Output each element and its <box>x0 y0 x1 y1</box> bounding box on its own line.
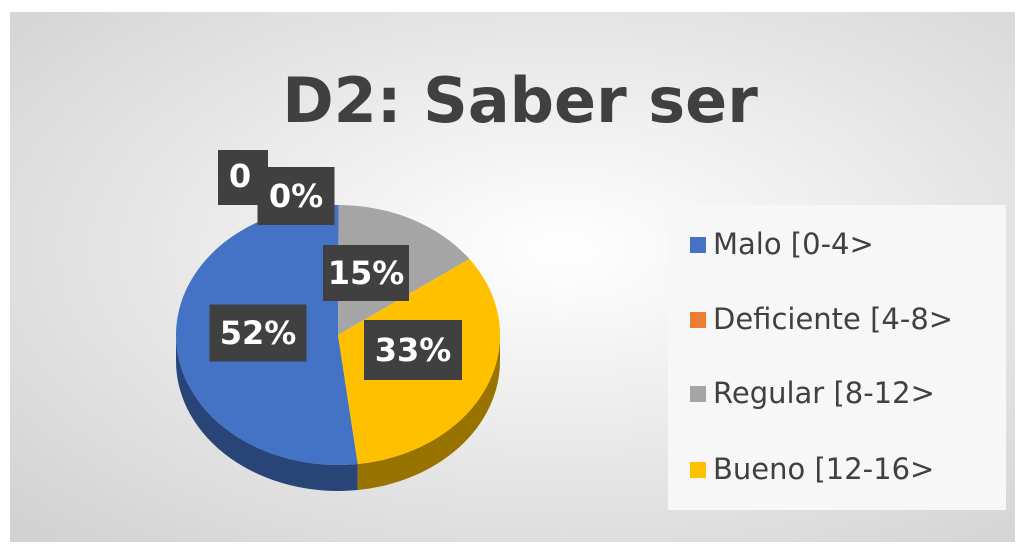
data-label-box <box>257 167 335 225</box>
annotation: 0 <box>229 157 251 195</box>
annotation-box <box>218 150 268 205</box>
data-label-box <box>364 320 462 380</box>
legend-label: Regular [8-12> <box>713 376 935 410</box>
legend-swatch <box>690 237 706 253</box>
legend-label: Deficiente [4-8> <box>713 302 953 336</box>
chart-title: D2: Saber ser <box>282 64 758 137</box>
data-label-box <box>323 245 409 301</box>
data-label: 15% <box>328 254 405 292</box>
slice-side <box>357 335 500 491</box>
data-label: 0% <box>269 177 323 215</box>
data-label-box <box>209 304 307 362</box>
legend-swatch <box>690 386 706 402</box>
legend-label: Bueno [12-16> <box>713 452 934 486</box>
legend-swatch <box>690 462 706 478</box>
legend-label: Malo [0-4> <box>713 227 874 261</box>
data-label: 33% <box>375 331 452 369</box>
legend-swatch <box>690 312 706 328</box>
slice-side <box>176 335 358 491</box>
legend-box <box>668 205 1006 510</box>
data-label: 52% <box>220 314 297 352</box>
